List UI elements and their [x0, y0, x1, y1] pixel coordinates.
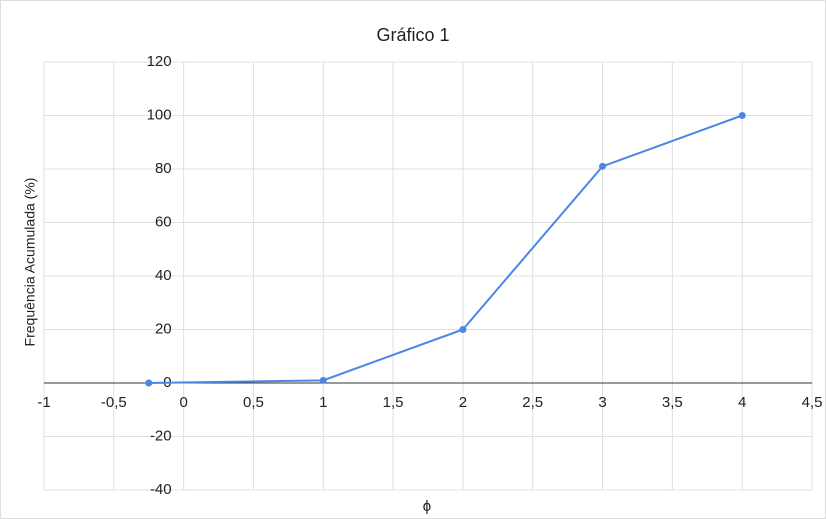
y-tick-label: 80 [155, 160, 172, 177]
y-tick-label: 20 [155, 320, 172, 337]
x-tick-label: 3,5 [662, 394, 683, 411]
x-tick-label: 2 [459, 394, 467, 411]
x-tick-label: 1,5 [383, 394, 404, 411]
x-tick-label: -1 [37, 394, 50, 411]
x-tick-label: 1 [319, 394, 327, 411]
y-tick-label: -20 [150, 427, 172, 444]
data-point [319, 376, 327, 384]
y-tick-label: 40 [155, 267, 172, 284]
x-tick-label: 2,5 [522, 394, 543, 411]
data-point [738, 112, 746, 119]
x-tick-label: 3 [598, 394, 606, 411]
y-tick-label: -40 [150, 481, 172, 498]
x-axis-title: ϕ [423, 498, 431, 515]
y-tick-label: 60 [155, 213, 172, 230]
x-tick-label: 0,5 [243, 394, 264, 411]
x-tick-label: 4,5 [802, 394, 823, 411]
data-point [599, 162, 607, 170]
chart-title: Gráfico 1 [376, 25, 449, 45]
data-point [145, 379, 153, 387]
x-tick-label: 0 [179, 394, 187, 411]
y-tick-label: 100 [147, 106, 172, 123]
y-tick-label: 120 [147, 53, 172, 70]
data-point [459, 326, 467, 333]
y-axis-title: Frequência Acumulada (%) [22, 178, 38, 347]
x-tick-label: 4 [738, 394, 746, 411]
x-tick-label: -0,5 [101, 394, 127, 411]
